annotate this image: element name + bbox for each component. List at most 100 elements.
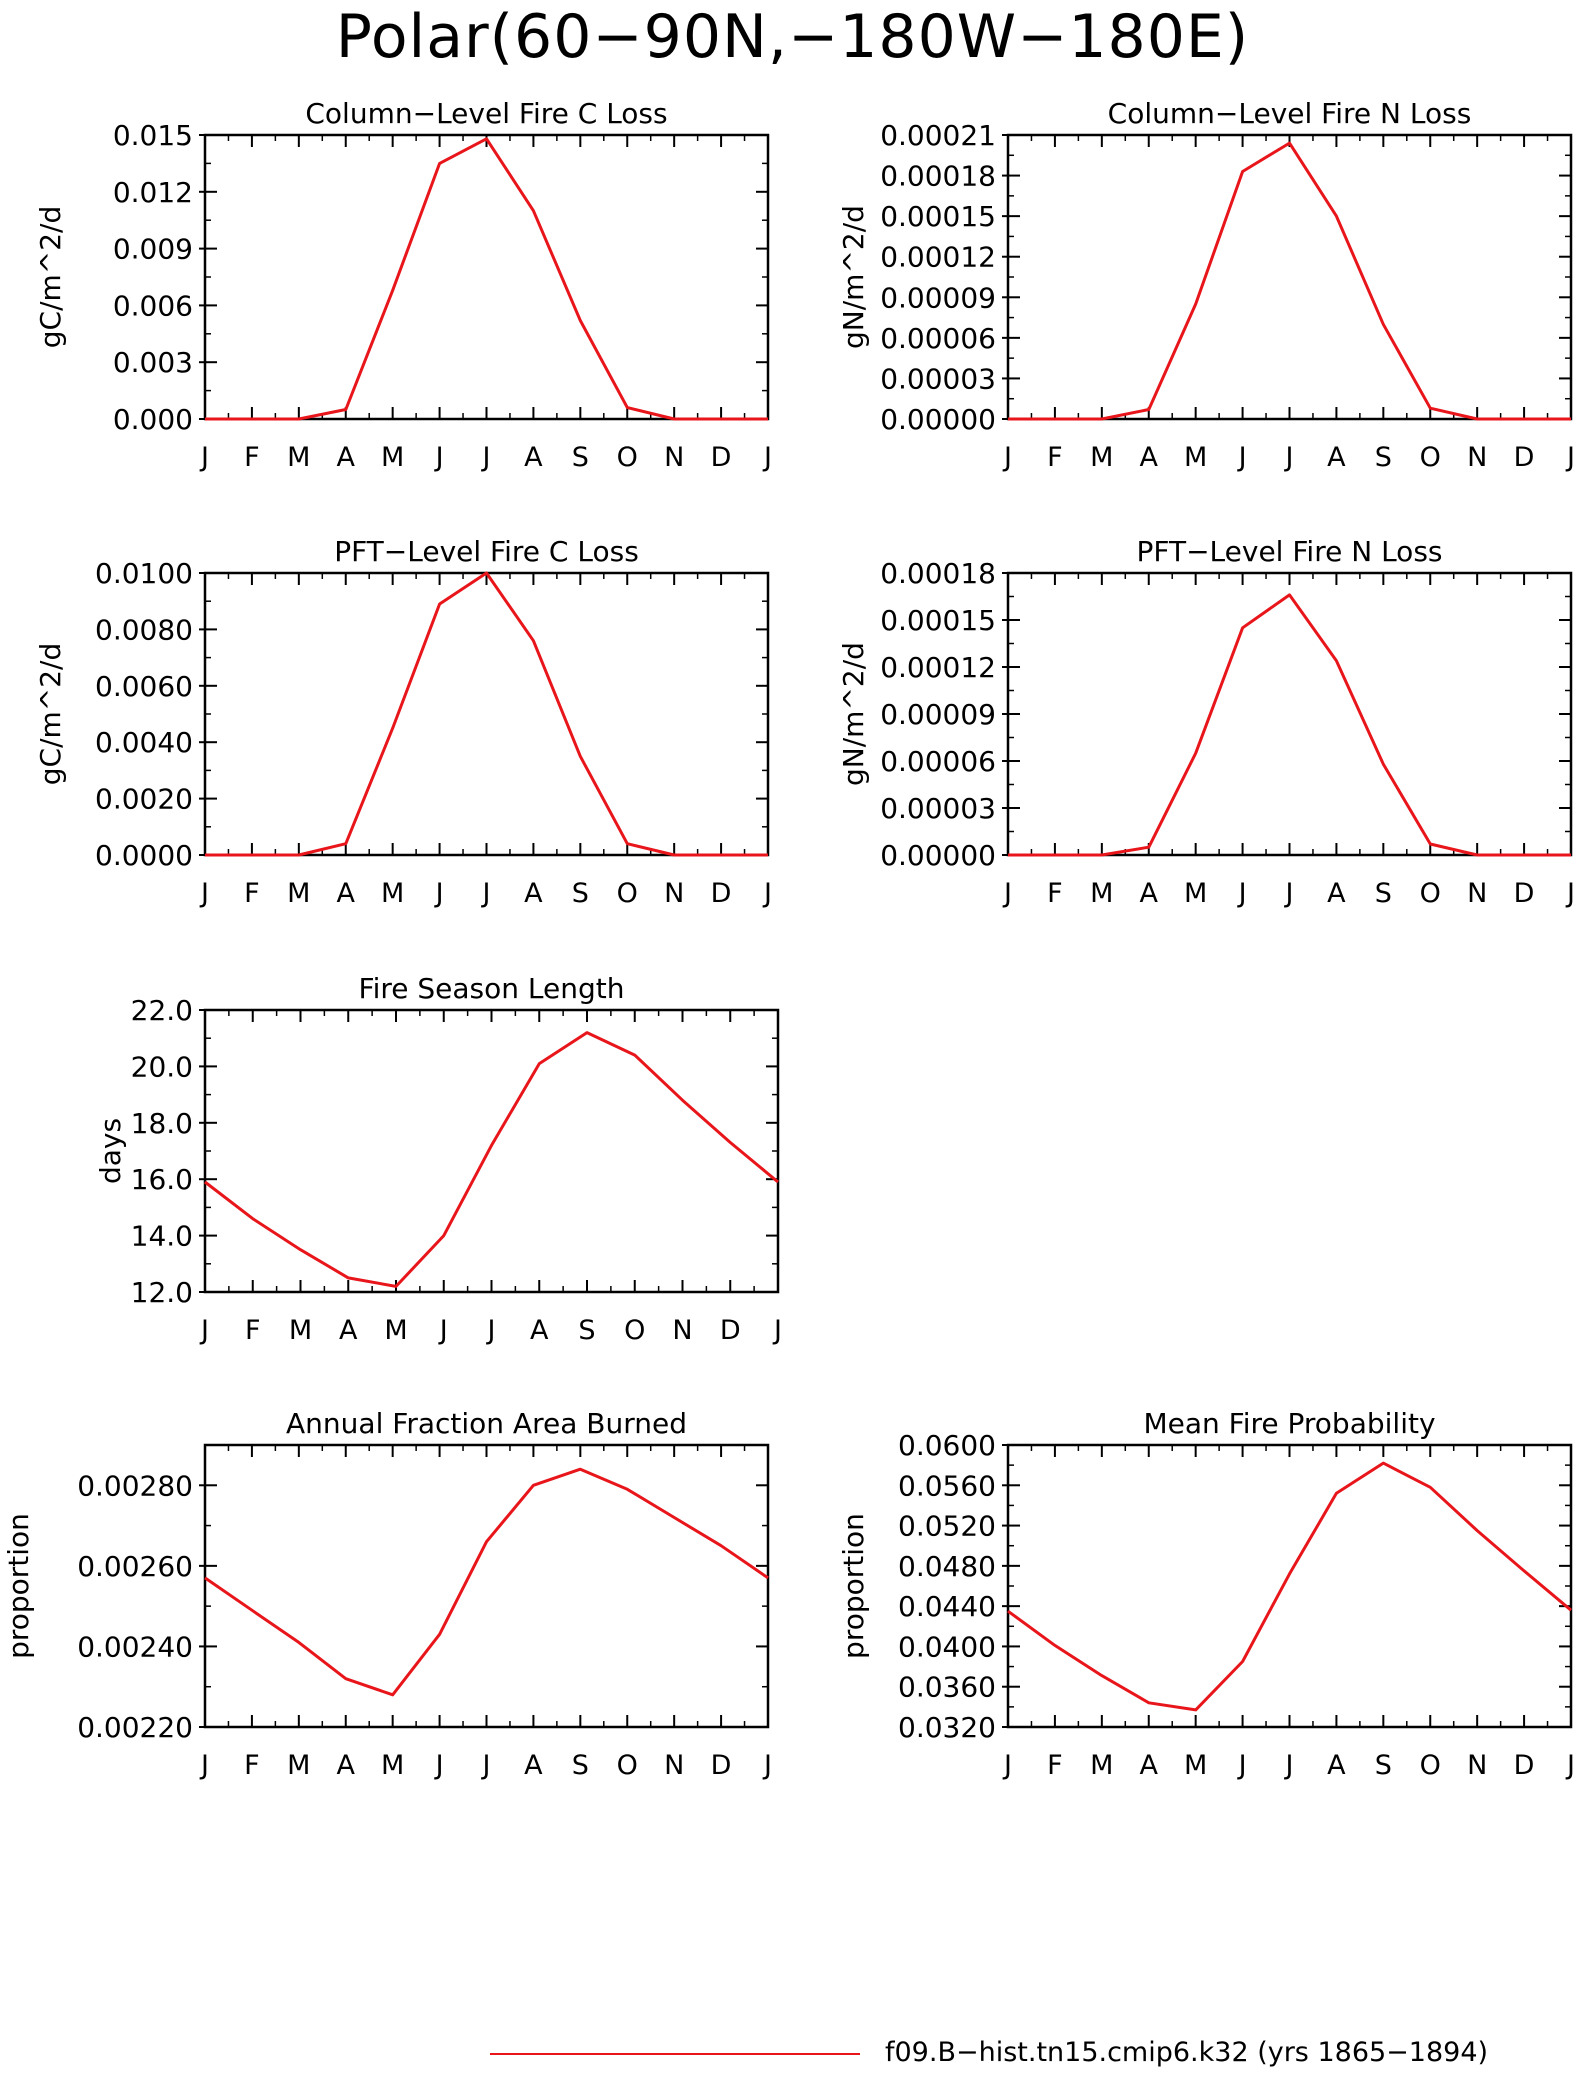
series-line (205, 137, 768, 421)
plot-frame (203, 571, 770, 857)
x-tick-label: N (1467, 442, 1487, 473)
x-tick-label: S (572, 878, 589, 909)
x-tick-label: D (711, 878, 732, 909)
x-tick-label: M (1184, 442, 1207, 473)
x-tick-label: J (481, 878, 491, 909)
y-tick-label: 18.0 (131, 1107, 193, 1140)
x-tick-label: J (1237, 1750, 1247, 1781)
x-tick-label: F (244, 1750, 260, 1781)
x-tick-label: J (1002, 878, 1012, 909)
x-tick-label: F (1047, 1750, 1063, 1781)
y-tick-label: 14.0 (131, 1220, 193, 1253)
x-tick-label: A (1327, 442, 1346, 473)
x-tick-label: J (1565, 1750, 1575, 1781)
y-tick-label: 0.00006 (880, 322, 996, 355)
x-tick-label: A (524, 878, 543, 909)
x-tick-label: F (245, 1315, 261, 1346)
y-tick-label: 0.0560 (898, 1469, 996, 1502)
x-tick-label: A (524, 442, 543, 473)
y-tick-label: 0.0080 (95, 613, 193, 646)
series-line (204, 1467, 769, 1697)
plot-frame (1006, 571, 1573, 857)
x-tick-label: O (1420, 878, 1441, 909)
y-axis-label: gC/m^2/d (34, 643, 67, 786)
y-tick-label: 0.00260 (77, 1550, 193, 1583)
x-tick-label: S (1375, 1750, 1392, 1781)
x-tick-label: F (1047, 442, 1063, 473)
x-tick-label: M (1090, 1750, 1113, 1781)
x-tick-label: F (1047, 878, 1063, 909)
chart-title: Mean Fire Probability (1143, 1407, 1435, 1440)
x-tick-label: A (339, 1315, 358, 1346)
x-tick-label: J (1237, 878, 1247, 909)
y-tick-label: 0.0480 (898, 1550, 996, 1583)
legend-label: f09.B−hist.tn15.cmip6.k32 (yrs 1865−1894… (885, 2037, 1489, 2068)
x-tick-label: J (434, 1750, 444, 1781)
x-tick-label: N (1467, 878, 1487, 909)
x-tick-label: N (664, 1750, 684, 1781)
plot-frame (203, 1443, 770, 1729)
y-tick-label: 20.0 (131, 1050, 193, 1083)
x-tick-label: M (381, 442, 404, 473)
x-tick-label: J (199, 878, 209, 909)
y-tick-label: 0.00018 (880, 160, 996, 193)
x-tick-label: O (1420, 1750, 1441, 1781)
y-tick-label: 0.0060 (95, 670, 193, 703)
chart-title: Annual Fraction Area Burned (286, 1407, 687, 1440)
x-tick-label: A (337, 442, 356, 473)
x-tick-label: J (434, 442, 444, 473)
y-tick-label: 0.00006 (880, 745, 996, 778)
page-title: Polar(60−90N,−180W−180E) (335, 2, 1250, 72)
x-tick-label: J (199, 442, 209, 473)
x-tick-label: D (711, 442, 732, 473)
y-tick-label: 0.00000 (880, 403, 996, 436)
x-tick-label: D (1514, 442, 1535, 473)
x-tick-label: O (624, 1315, 645, 1346)
chart-title: PFT−Level Fire N Loss (1136, 535, 1442, 568)
x-tick-label: A (337, 1750, 356, 1781)
y-tick-label: 22.0 (131, 994, 193, 1027)
x-tick-label: J (762, 878, 772, 909)
y-axis-label: proportion (837, 1513, 870, 1659)
x-tick-label: J (481, 442, 491, 473)
x-tick-label: J (1002, 442, 1012, 473)
y-tick-label: 0.0520 (898, 1510, 996, 1543)
x-tick-label: N (1467, 1750, 1487, 1781)
series-line (204, 1031, 779, 1288)
x-tick-label: M (287, 442, 310, 473)
y-tick-label: 0.006 (113, 289, 193, 322)
x-tick-label: O (617, 878, 638, 909)
y-tick-label: 0.0100 (95, 557, 193, 590)
series-line (205, 571, 768, 857)
y-tick-label: 0.00003 (880, 792, 996, 825)
x-tick-label: J (1237, 442, 1247, 473)
y-tick-label: 0.0600 (898, 1429, 996, 1462)
y-tick-label: 0.0400 (898, 1630, 996, 1663)
x-tick-label: O (617, 442, 638, 473)
x-tick-label: S (572, 1750, 589, 1781)
x-tick-label: O (617, 1750, 638, 1781)
y-tick-label: 0.00009 (880, 698, 996, 731)
y-tick-label: 0.00018 (880, 557, 996, 590)
x-tick-label: M (1184, 878, 1207, 909)
x-tick-label: J (762, 442, 772, 473)
y-axis-label: gN/m^2/d (837, 205, 870, 349)
x-tick-label: J (434, 878, 444, 909)
y-tick-label: 0.0000 (95, 839, 193, 872)
y-tick-label: 0.0320 (898, 1711, 996, 1744)
x-tick-label: J (1565, 878, 1575, 909)
x-tick-label: A (1327, 1750, 1346, 1781)
x-tick-label: J (1002, 1750, 1012, 1781)
x-tick-label: A (1140, 1750, 1159, 1781)
x-tick-label: M (381, 1750, 404, 1781)
x-tick-label: A (1140, 442, 1159, 473)
y-tick-label: 0.0440 (898, 1590, 996, 1623)
chart-title: Column−Level Fire N Loss (1108, 97, 1472, 130)
y-tick-label: 0.00012 (880, 651, 996, 684)
x-tick-label: N (664, 442, 684, 473)
x-tick-label: D (1514, 878, 1535, 909)
x-tick-label: D (720, 1315, 741, 1346)
y-tick-label: 0.00280 (77, 1469, 193, 1502)
y-tick-label: 0.00015 (880, 200, 996, 233)
